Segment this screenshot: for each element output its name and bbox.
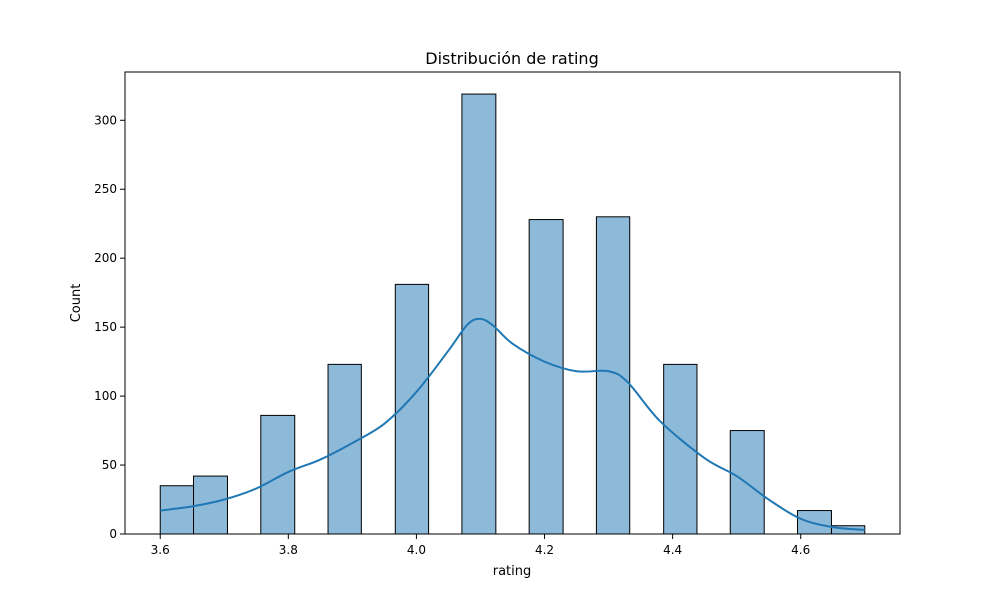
y-tick-label: 150 — [94, 320, 117, 334]
y-tick-label: 250 — [94, 182, 117, 196]
y-tick-label: 100 — [94, 389, 117, 403]
histogram-bar-9 — [461, 93, 497, 535]
histogram-bar-17 — [729, 430, 765, 535]
chart-title: Distribución de rating — [425, 49, 598, 68]
x-tick-label: 3.6 — [151, 543, 170, 557]
x-tick-label: 4.4 — [663, 543, 682, 557]
x-axis-label: rating — [493, 564, 532, 579]
histogram-bar-5 — [327, 363, 362, 535]
x-tick-label: 4.6 — [791, 543, 810, 557]
y-axis-ticks: 0 50 100 150 200 250 300 — [94, 113, 125, 541]
bars-group — [159, 93, 866, 535]
x-tick-label: 4.0 — [407, 543, 426, 557]
x-axis-ticks: 3.6 3.8 4.0 4.2 4.4 4.6 — [151, 534, 810, 557]
histogram-bar-13 — [595, 216, 631, 535]
y-tick-label: 200 — [94, 251, 117, 265]
histogram-bar-3 — [260, 414, 296, 535]
x-tick-label: 3.8 — [279, 543, 298, 557]
y-tick-label: 300 — [94, 113, 117, 127]
kde-line — [160, 317, 865, 531]
x-tick-label: 4.2 — [535, 543, 554, 557]
y-tick-label: 0 — [109, 527, 117, 541]
y-axis-label: Count — [69, 284, 84, 323]
histogram-bar-11 — [528, 219, 564, 535]
y-tick-label: 50 — [102, 458, 117, 472]
plot-frame — [124, 71, 901, 535]
